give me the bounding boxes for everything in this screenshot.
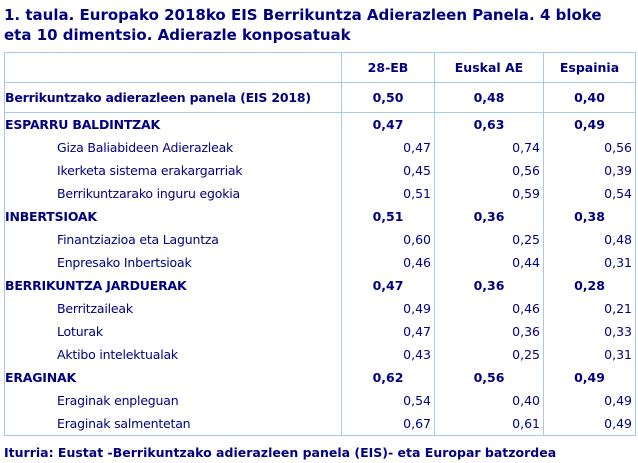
column-header-28eb: 28-EB [341, 52, 435, 83]
table-row: Eraginak salmentetan 0,67 0,61 0,49 [4, 412, 636, 436]
row-value: 0,36 [434, 320, 544, 343]
column-header-empty [4, 52, 342, 83]
row-value: 0,38 [543, 205, 636, 228]
row-value: 0,62 [341, 366, 435, 389]
row-value: 0,56 [543, 136, 636, 159]
row-value: 0,47 [341, 112, 435, 136]
row-label: Eraginak salmentetan [4, 412, 342, 436]
row-value: 0,50 [341, 82, 435, 113]
row-value: 0,56 [434, 366, 544, 389]
table-title-line2: eta 10 dimentsio. Adierazle konposatuak [4, 26, 351, 44]
row-value: 0,59 [434, 182, 544, 205]
row-value: 0,36 [434, 274, 544, 297]
row-value: 0,54 [543, 182, 636, 205]
row-value: 0,43 [341, 343, 435, 366]
row-label: Berrikuntzarako inguru egokia [4, 182, 342, 205]
row-value: 0,44 [434, 251, 544, 274]
row-value: 0,49 [543, 112, 636, 136]
table-row: Enpresako Inbertsioak 0,46 0,44 0,31 [4, 251, 636, 274]
row-value: 0,51 [341, 182, 435, 205]
row-value: 0,46 [434, 297, 544, 320]
row-label: ESPARRU BALDINTZAK [4, 112, 342, 136]
row-value: 0,25 [434, 228, 544, 251]
table-body: Berrikuntzako adierazleen panela (EIS 20… [4, 82, 636, 436]
row-label: Aktibo intelektualak [4, 343, 342, 366]
row-value: 0,67 [341, 412, 435, 436]
row-label: Enpresako Inbertsioak [4, 251, 342, 274]
row-value: 0,63 [434, 112, 544, 136]
column-header-espainia: Espainia [543, 52, 636, 83]
table-row: Berrikuntzako adierazleen panela (EIS 20… [4, 82, 636, 113]
row-value: 0,49 [341, 297, 435, 320]
table-row: Berritzaileak 0,49 0,46 0,21 [4, 297, 636, 320]
table-row: BERRIKUNTZA JARDUERAK 0,47 0,36 0,28 [4, 274, 636, 297]
table-row: Finantziazioa eta Laguntza 0,60 0,25 0,48 [4, 228, 636, 251]
row-value: 0,47 [341, 136, 435, 159]
row-label: Berrikuntzako adierazleen panela (EIS 20… [4, 82, 342, 113]
row-value: 0,49 [543, 412, 636, 436]
row-label: Berritzaileak [4, 297, 342, 320]
row-value: 0,49 [543, 389, 636, 412]
row-value: 0,40 [434, 389, 544, 412]
row-value: 0,31 [543, 251, 636, 274]
row-value: 0,47 [341, 320, 435, 343]
row-value: 0,74 [434, 136, 544, 159]
table-row: ESPARRU BALDINTZAK 0,47 0,63 0,49 [4, 112, 636, 136]
table-row: INBERTSIOAK 0,51 0,36 0,38 [4, 205, 636, 228]
table-row: Ikerketa sistema erakargarriak 0,45 0,56 0,… [4, 159, 636, 182]
row-value: 0,48 [434, 82, 544, 113]
row-label: Giza Baliabideen Adierazleak [4, 136, 342, 159]
row-value: 0,21 [543, 297, 636, 320]
row-label: BERRIKUNTZA JARDUERAK [4, 274, 342, 297]
row-value: 0,51 [341, 205, 435, 228]
header-row: 28-EB Euskal AE Espainia [4, 52, 636, 83]
table-row: Berrikuntzarako inguru egokia 0,51 0,59 0,5… [4, 182, 636, 205]
row-value: 0,46 [341, 251, 435, 274]
row-value: 0,39 [543, 159, 636, 182]
table-title: 1. taula. Europako 2018ko EIS Berrikuntz… [4, 5, 638, 45]
table-row: Giza Baliabideen Adierazleak 0,47 0,74 0,56 [4, 136, 636, 159]
row-label: Finantziazioa eta Laguntza [4, 228, 342, 251]
column-header-euskal-ae: Euskal AE [434, 52, 544, 83]
source-note: Iturria: Eustat -Berrikuntzako adierazle… [4, 445, 557, 460]
row-value: 0,54 [341, 389, 435, 412]
row-value: 0,33 [543, 320, 636, 343]
row-label: INBERTSIOAK [4, 205, 342, 228]
row-label: Ikerketa sistema erakargarriak [4, 159, 342, 182]
row-value: 0,45 [341, 159, 435, 182]
row-value: 0,49 [543, 366, 636, 389]
row-value: 0,31 [543, 343, 636, 366]
row-value: 0,47 [341, 274, 435, 297]
table-row: Loturak 0,47 0,36 0,33 [4, 320, 636, 343]
row-value: 0,28 [543, 274, 636, 297]
table-header: 28-EB Euskal AE Espainia [4, 52, 636, 83]
row-value: 0,25 [434, 343, 544, 366]
row-value: 0,60 [341, 228, 435, 251]
table-row: ERAGINAK 0,62 0,56 0,49 [4, 366, 636, 389]
row-label: ERAGINAK [4, 366, 342, 389]
table-row: Eraginak enpleguan 0,54 0,40 0,49 [4, 389, 636, 412]
table-title-line1: 1. taula. Europako 2018ko EIS Berrikuntz… [4, 6, 602, 24]
row-label: Loturak [4, 320, 342, 343]
table-row: Aktibo intelektualak 0,43 0,25 0,31 [4, 343, 636, 366]
eis-table: 28-EB Euskal AE Espainia Berrikuntzako a… [4, 52, 636, 436]
row-value: 0,40 [543, 82, 636, 113]
row-value: 0,48 [543, 228, 636, 251]
row-value: 0,61 [434, 412, 544, 436]
row-label: Eraginak enpleguan [4, 389, 342, 412]
row-value: 0,36 [434, 205, 544, 228]
row-value: 0,56 [434, 159, 544, 182]
